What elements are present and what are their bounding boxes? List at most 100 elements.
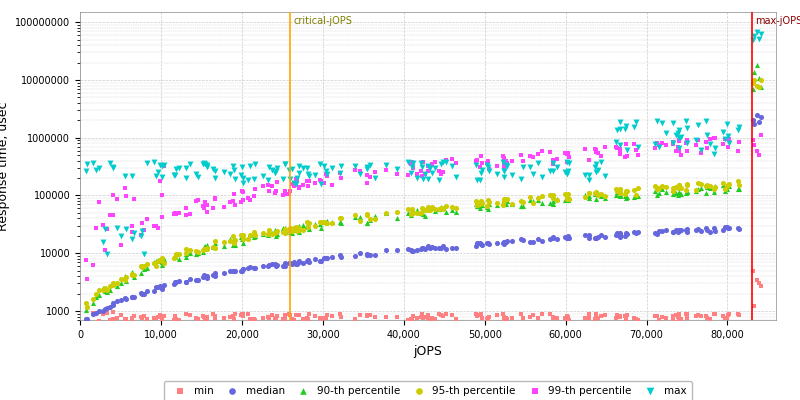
90-th percentile [563, 195, 576, 202]
median [716, 226, 729, 233]
90-th percentile [218, 242, 230, 249]
median [209, 273, 222, 280]
95-th percentile [680, 180, 693, 187]
90-th percentile [318, 219, 330, 225]
95-th percentile [360, 212, 373, 218]
99-th percentile [243, 197, 256, 203]
min [101, 310, 114, 316]
min [148, 315, 161, 321]
max [101, 251, 114, 257]
95-th percentile [748, 77, 761, 83]
max [414, 160, 427, 166]
90-th percentile [114, 280, 127, 286]
95-th percentile [595, 191, 608, 198]
median [200, 273, 213, 280]
95-th percentile [544, 192, 557, 198]
min [283, 312, 296, 318]
max [269, 169, 282, 176]
median [498, 238, 510, 245]
95-th percentile [183, 247, 196, 254]
max [709, 144, 722, 151]
95-th percentile [406, 206, 418, 212]
90-th percentile [417, 211, 430, 217]
90-th percentile [416, 210, 429, 216]
min [237, 313, 250, 319]
median [680, 229, 693, 236]
max [506, 172, 518, 178]
median [582, 234, 595, 241]
min [630, 316, 642, 322]
90-th percentile [582, 195, 595, 201]
95-th percentile [135, 262, 148, 269]
90-th percentile [156, 262, 169, 268]
99-th percentile [136, 220, 149, 226]
99-th percentile [550, 156, 563, 162]
min [321, 312, 334, 318]
99-th percentile [418, 171, 431, 177]
min [369, 314, 382, 320]
99-th percentile [169, 210, 182, 216]
min [135, 314, 148, 320]
median [421, 243, 434, 250]
90-th percentile [670, 190, 682, 196]
max [673, 127, 686, 134]
90-th percentile [673, 190, 686, 196]
max [592, 167, 605, 173]
median [197, 274, 210, 280]
max [422, 176, 435, 182]
median [748, 121, 761, 128]
min [151, 314, 164, 320]
90-th percentile [589, 190, 602, 197]
max [753, 35, 766, 42]
median [652, 228, 665, 234]
95-th percentile [709, 183, 722, 190]
max [226, 163, 239, 169]
90-th percentile [153, 257, 166, 264]
90-th percentile [523, 197, 536, 203]
max [476, 167, 489, 173]
90-th percentile [270, 233, 282, 240]
median [627, 229, 640, 236]
min [349, 316, 362, 322]
90-th percentile [490, 202, 503, 208]
median [183, 276, 196, 282]
90-th percentile [155, 259, 168, 266]
max [526, 171, 539, 177]
90-th percentile [722, 182, 735, 189]
90-th percentile [595, 193, 608, 200]
95-th percentile [563, 196, 576, 202]
95-th percentile [517, 198, 530, 205]
max [363, 162, 376, 168]
median [369, 252, 382, 258]
min [614, 313, 626, 319]
median [110, 298, 123, 304]
95-th percentile [416, 204, 429, 211]
90-th percentile [235, 236, 248, 242]
max [243, 163, 256, 169]
90-th percentile [87, 300, 100, 306]
90-th percentile [414, 210, 427, 216]
90-th percentile [694, 185, 707, 191]
median [269, 260, 282, 267]
99-th percentile [680, 140, 693, 146]
90-th percentile [325, 219, 338, 225]
max [278, 161, 291, 168]
95-th percentile [126, 272, 138, 278]
90-th percentile [680, 187, 693, 194]
min [428, 316, 441, 322]
99-th percentile [93, 199, 106, 205]
median [406, 248, 418, 254]
max [446, 162, 458, 169]
99-th percentile [446, 156, 458, 163]
90-th percentile [680, 190, 693, 196]
95-th percentile [499, 195, 512, 202]
max [167, 172, 180, 178]
95-th percentile [613, 190, 626, 196]
median [296, 260, 309, 266]
min [497, 317, 510, 323]
95-th percentile [582, 190, 595, 196]
99-th percentile [666, 139, 679, 146]
95-th percentile [197, 247, 210, 253]
min [269, 314, 282, 321]
90-th percentile [650, 192, 663, 198]
